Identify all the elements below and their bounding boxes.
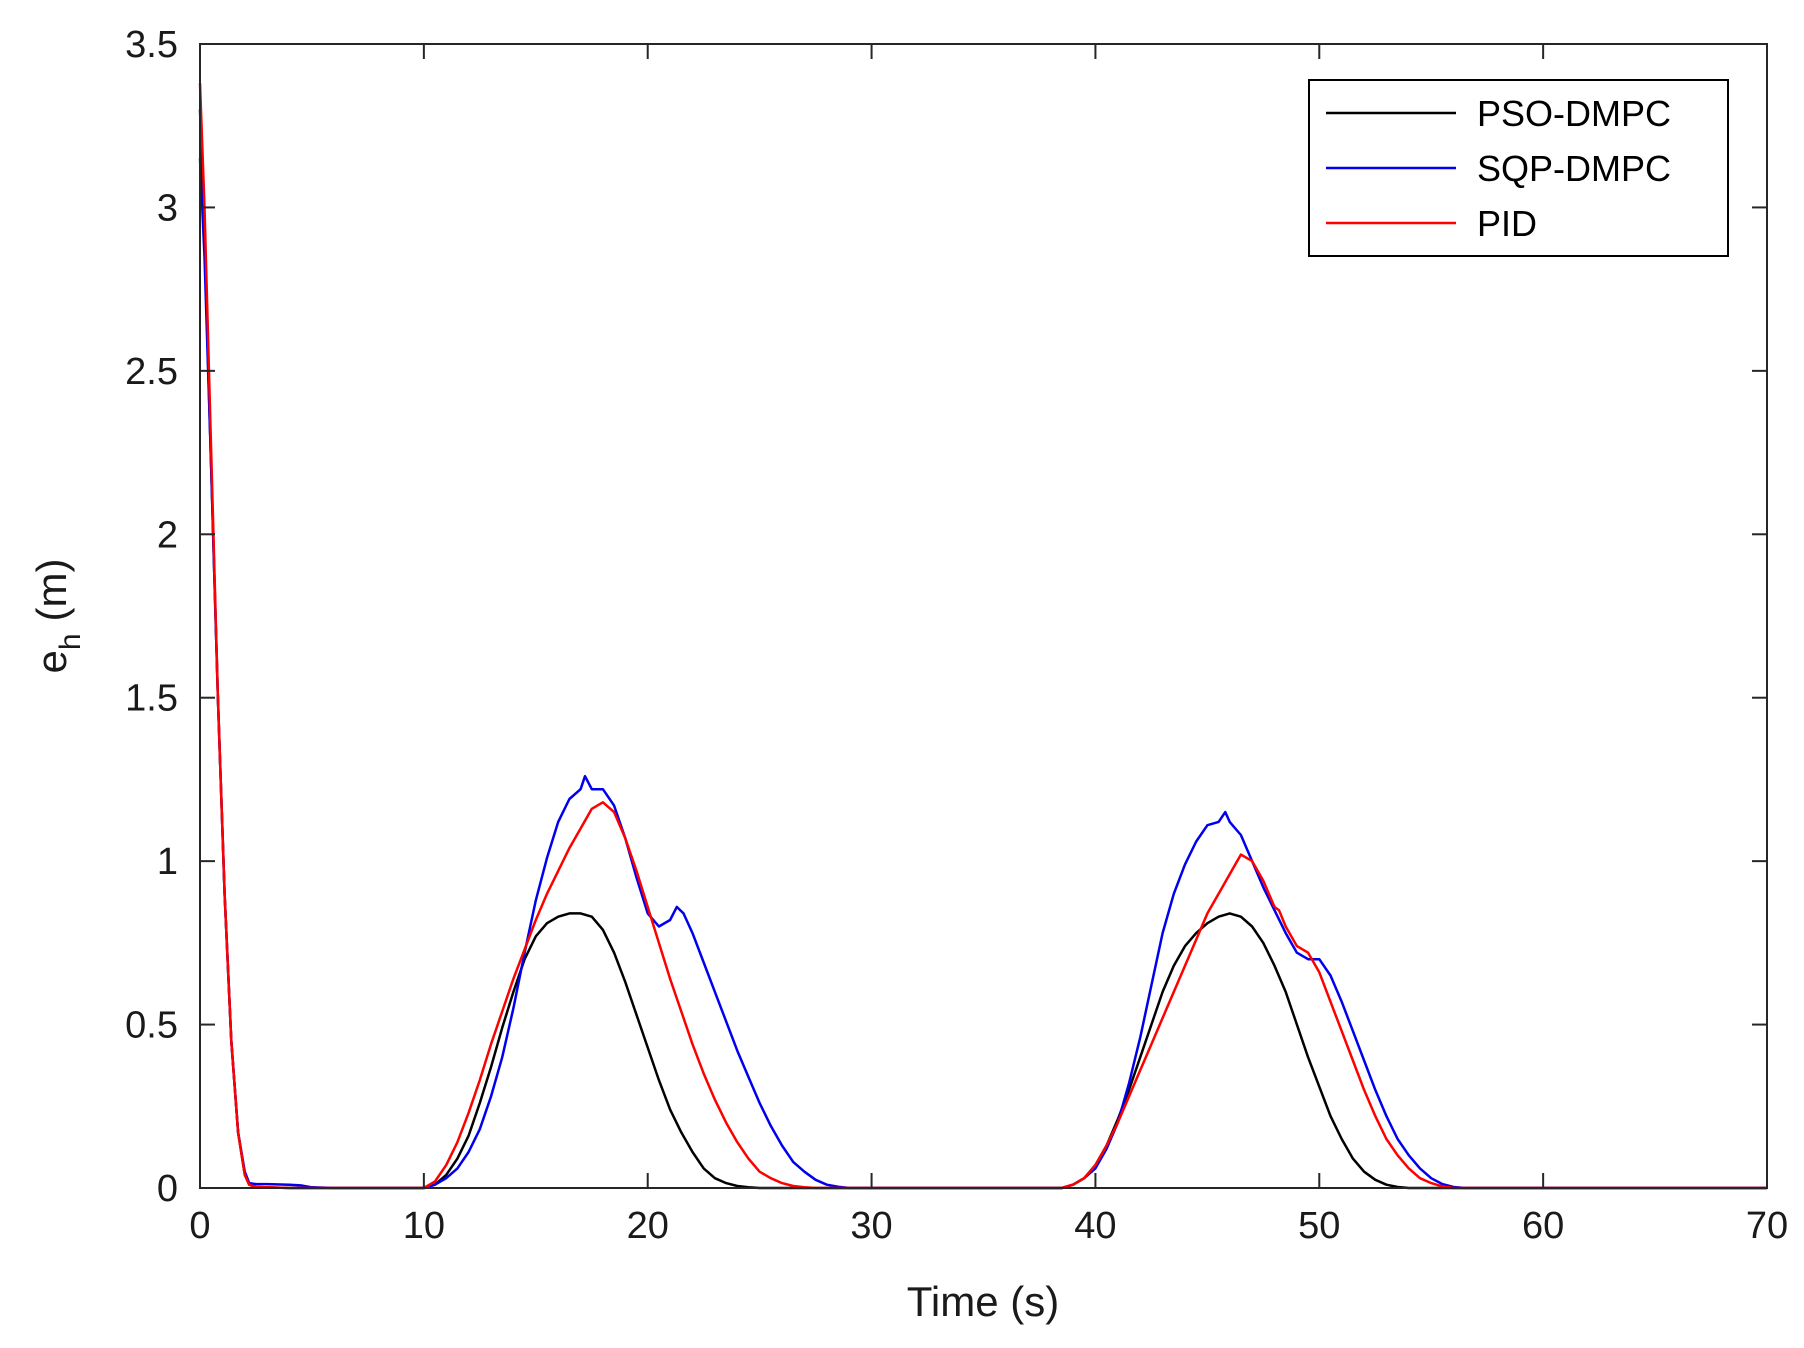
legend-label-sqp-dmpc: SQP-DMPC xyxy=(1477,148,1671,189)
y-axis-title-unit: (m) xyxy=(28,558,75,621)
svg-text:eh(m): eh (m) xyxy=(28,558,87,673)
y-tick-label: 3 xyxy=(157,187,178,229)
x-tick-label: 50 xyxy=(1298,1205,1340,1247)
x-tick-label: 70 xyxy=(1746,1205,1788,1247)
axes-layer xyxy=(199,43,1768,1189)
x-tick-label: 0 xyxy=(189,1205,210,1247)
axes-frame xyxy=(199,43,1768,1189)
x-tick-label: 60 xyxy=(1522,1205,1564,1247)
series-line-pid xyxy=(198,83,1767,1190)
series-line-sqp-dmpc xyxy=(198,158,1767,1190)
x-tick-label: 10 xyxy=(403,1205,445,1247)
y-tick-label: 3.5 xyxy=(125,24,178,66)
y-tick-label: 0 xyxy=(157,1168,178,1210)
y-tick-label: 2 xyxy=(157,514,178,556)
ticks-layer: 0 10 20 30 40 50 60 70 0 0.5 1 1.5 2 2.5 3 3.5 xyxy=(125,24,1788,1247)
y-axis-title-main: e xyxy=(28,650,75,673)
y-tick-label: 1.5 xyxy=(125,678,178,720)
y-tick-label: 1 xyxy=(157,841,178,883)
x-tick-label: 20 xyxy=(627,1205,669,1247)
legend: PSO-DMPC SQP-DMPC PID xyxy=(1308,79,1729,257)
y-tick-label: 2.5 xyxy=(125,351,178,393)
y-tick-label: 0.5 xyxy=(125,1005,178,1047)
x-tick-label: 40 xyxy=(1074,1205,1116,1247)
legend-label-pso-dmpc: PSO-DMPC xyxy=(1477,93,1671,134)
x-axis-title: Time (s) xyxy=(907,1278,1059,1325)
y-axis-title-subscript: h xyxy=(54,633,87,650)
series-layer xyxy=(198,83,1767,1190)
y-axis-title: eh (m) xyxy=(28,558,87,673)
x-tick-label: 30 xyxy=(850,1205,892,1247)
legend-label-pid: PID xyxy=(1477,203,1537,244)
